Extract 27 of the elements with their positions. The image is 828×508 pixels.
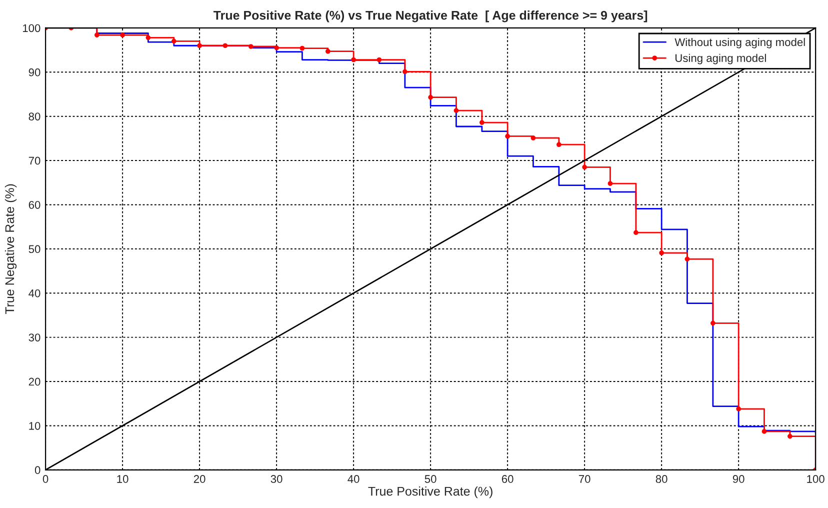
x-tick-label: 80	[656, 475, 668, 483]
x-tick-label: 10	[117, 475, 128, 483]
y-tick-label: 40	[28, 289, 40, 298]
y-tick-label: 20	[28, 378, 40, 386]
y-tick-label: 10	[29, 422, 40, 430]
x-tick-label: 40	[348, 475, 360, 483]
x-tick-label: 90	[732, 475, 744, 483]
x-tick-label: 100	[807, 475, 824, 483]
legend-label: Without using aging model	[674, 38, 805, 48]
y-tick-label: 70	[28, 156, 40, 165]
y-tick-label: 80	[28, 112, 40, 120]
x-tick-label: 20	[194, 475, 206, 483]
legend-label: Using aging model	[676, 54, 766, 64]
x-tick-label: 50	[424, 475, 436, 483]
y-tick-label: 50	[28, 245, 40, 254]
y-axis-title: True Negative Rate (%)	[4, 184, 17, 314]
x-tick-label: 70	[578, 475, 590, 483]
y-tick-label: 90	[28, 68, 40, 76]
y-tick-label: 100	[22, 24, 40, 32]
y-tick-label: 60	[28, 200, 40, 209]
y-tick-label: 30	[28, 334, 40, 342]
chart-title: True Positive Rate (%) vs True Negative Rate [ Age difference >= 9 years]	[214, 10, 648, 22]
x-tick-label: 30	[270, 475, 282, 483]
x-tick-label: 0	[42, 475, 48, 483]
y-tick-label: 0	[34, 466, 40, 474]
x-axis-title: True Positive Rate (%)	[368, 486, 492, 498]
x-tick-label: 60	[502, 475, 514, 483]
